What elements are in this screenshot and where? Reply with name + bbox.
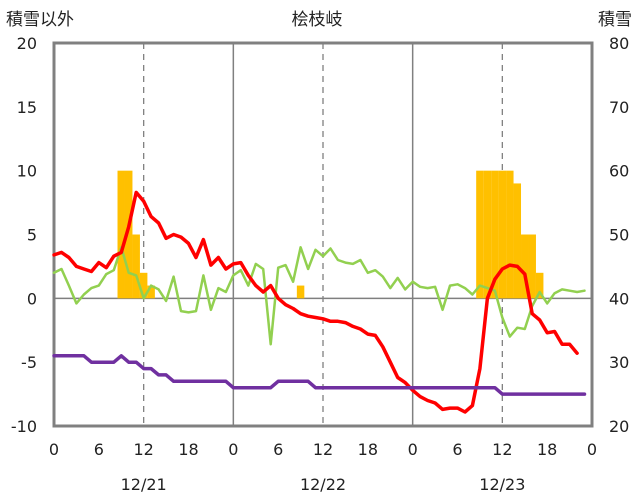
x-tick-label: 6 (273, 440, 283, 459)
left-y-ticks: 20 15 10 5 0 -5 -10 (11, 34, 37, 436)
left-tick-label: 15 (17, 98, 37, 117)
right-tick-label: 70 (609, 98, 629, 117)
right-tick-label: 80 (609, 34, 629, 53)
right-tick-label: 20 (609, 417, 629, 436)
x-tick-label: 6 (452, 440, 462, 459)
left-tick-label: 20 (17, 34, 37, 53)
snowfall-bar (498, 170, 507, 299)
snowfall-bar (132, 234, 140, 299)
right-tick-label: 60 (609, 162, 629, 181)
right-axis-label: 積雪 (598, 10, 632, 30)
snowfall-bar (521, 234, 529, 299)
date-label: 12/22 (300, 475, 346, 494)
series-line-1 (52, 246, 586, 346)
x-tick-label: 12 (313, 440, 333, 459)
right-tick-label: 30 (609, 353, 629, 372)
snowfall-bar (506, 170, 514, 299)
snowfall-bar (139, 272, 148, 299)
left-tick-label: 5 (27, 226, 37, 245)
x-tick-label: 0 (49, 440, 59, 459)
right-y-ticks: 80 70 60 50 40 30 20 (609, 34, 629, 436)
series-line-2 (52, 190, 579, 414)
series-lines (52, 190, 587, 414)
date-label: 12/21 (121, 475, 167, 494)
snowfall-bar (296, 285, 305, 299)
left-tick-label: 10 (17, 162, 37, 181)
x-tick-label: 12 (492, 440, 512, 459)
x-tick-label: 18 (178, 440, 198, 459)
snowfall-bar (491, 170, 499, 299)
x-ticks: 0 6 12 18 0 6 12 18 0 6 12 18 0 (49, 440, 597, 459)
left-tick-label: 0 (27, 289, 37, 308)
x-tick-label: 0 (587, 440, 597, 459)
snowfall-bars (117, 170, 544, 299)
date-label: 12/23 (479, 475, 525, 494)
date-labels: 12/21 12/22 12/23 (121, 475, 526, 494)
snowfall-bar (528, 234, 536, 299)
x-tick-label: 0 (228, 440, 238, 459)
snowfall-bar (513, 183, 522, 299)
series-line-3 (52, 354, 587, 396)
x-tick-label: 18 (537, 440, 557, 459)
snowfall-bar (117, 170, 125, 299)
left-tick-label: -10 (11, 417, 37, 436)
left-axis-label: 積雪以外 (6, 10, 74, 30)
left-tick-label: -5 (21, 353, 37, 372)
chart-title: 桧枝岐 (292, 10, 343, 30)
x-tick-label: 18 (358, 440, 378, 459)
x-tick-label: 6 (94, 440, 104, 459)
right-tick-label: 50 (609, 226, 629, 245)
snowfall-bar (147, 285, 155, 299)
right-tick-label: 40 (609, 289, 629, 308)
x-tick-label: 12 (133, 440, 153, 459)
snowfall-bar (124, 170, 133, 299)
snowfall-bar (483, 170, 492, 299)
x-tick-label: 0 (408, 440, 418, 459)
snowfall-bar (476, 170, 484, 299)
snowfall-bar (535, 272, 544, 299)
